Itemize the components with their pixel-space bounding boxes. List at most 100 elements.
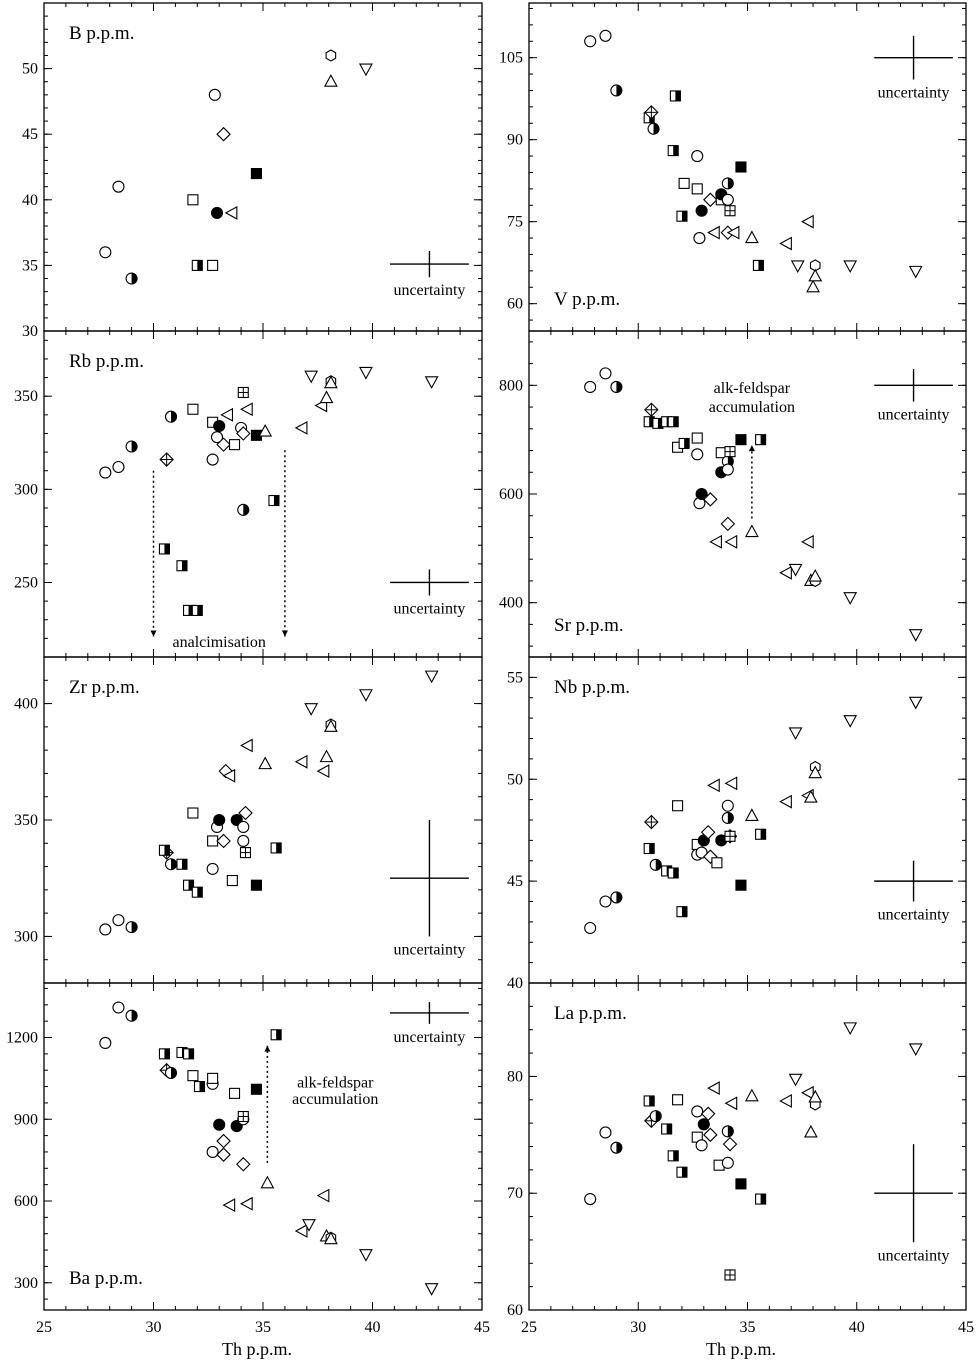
data-point-triangleup (744, 1088, 759, 1102)
data-point-circle (99, 923, 112, 936)
data-point-diamond (216, 437, 231, 452)
data-point-circle (206, 862, 219, 875)
y-tick-label: 50 (22, 61, 38, 78)
data-point-triangledown (788, 563, 803, 577)
panel-zr: 300 350 400 Zr p.p.m. uncertainty (14, 656, 483, 984)
arrow-head (150, 630, 157, 637)
data-point-triangleup (323, 375, 338, 389)
data-point-triangleleft (294, 420, 308, 435)
panel-label: Sr p.p.m. (554, 615, 624, 636)
data-point-diamond (703, 1127, 718, 1143)
data-point-diamond (700, 824, 716, 840)
data-point-triangledown (359, 689, 373, 702)
data-point-triangleup (803, 1124, 818, 1138)
data-point-circle (695, 1139, 708, 1152)
data-point-circle (112, 180, 125, 193)
data-point-triangleup (806, 279, 820, 293)
data-point-triangleleft (224, 205, 238, 220)
data-point-square (187, 194, 199, 206)
data-point-halfsquare (158, 1048, 170, 1060)
uncertainty-label: uncertainty (878, 407, 950, 424)
x-tick-label: 25 (521, 1319, 537, 1336)
annotation-text: alk-feldspar (714, 380, 791, 397)
data-point-diamondcross (644, 105, 659, 120)
data-point-triangledown (790, 260, 805, 274)
data-point-halfcircle (125, 440, 138, 453)
data-point-circle (210, 431, 224, 444)
data-point-halfsquare (667, 867, 679, 879)
left-column: 30 35 40 45 50 B p.p.m. uncertainty 250 300 350 R… (6, 2, 490, 1336)
data-point-triangleup (808, 765, 823, 779)
data-point-triangleleft (222, 768, 236, 783)
data-point-triangleup (323, 74, 338, 87)
data-point-triangleup (319, 749, 334, 763)
data-point-halfcircle (125, 272, 138, 285)
data-point-halfsquare (158, 543, 170, 555)
data-point-halfsquare (191, 886, 203, 898)
data-point-halfsquare (182, 1048, 195, 1060)
data-point-halfcircle (164, 858, 178, 871)
panel-label: V p.p.m. (554, 289, 620, 310)
data-point-squarecross (724, 1269, 736, 1281)
y-tick-label: 35 (22, 257, 38, 274)
data-point-halfcircle (649, 1110, 662, 1123)
data-point-halfsquare (191, 259, 203, 271)
data-point-halfsquare (643, 1095, 655, 1107)
data-point-triangledown (843, 715, 858, 728)
data-point-halfcircle (610, 380, 623, 394)
data-point-diamond (238, 805, 253, 821)
data-point-square (187, 403, 199, 415)
data-point-triangledown (908, 265, 923, 279)
data-point-filledcircle (697, 1118, 710, 1131)
data-point-halfcircle (125, 921, 138, 934)
data-point-halfsquare (752, 259, 764, 271)
data-point-circle (599, 29, 612, 42)
panel-nb: 40 45 50 55 Nb p.p.m. uncertainty (507, 656, 967, 992)
data-point-circle (584, 921, 597, 935)
data-point-triangleup (744, 808, 759, 821)
data-point-diamond (216, 126, 231, 142)
data-point-circle (99, 246, 112, 259)
data-point-square (226, 874, 238, 887)
data-point-halfcircle (647, 122, 660, 135)
data-point-circle (237, 834, 250, 848)
data-point-diamondcross (644, 402, 659, 418)
annotation-text: alk-feldspar (297, 1074, 374, 1091)
y-tick-label: 250 (14, 574, 38, 591)
y-tick-label: 1200 (6, 1030, 38, 1047)
y-tick-label: 75 (507, 214, 523, 231)
data-point-circle (584, 35, 597, 48)
y-tick-label: 45 (507, 873, 523, 890)
panel-rb: 250 300 350 Rb p.p.m. uncertainty analcimisat… (14, 330, 483, 658)
data-point-square (187, 807, 199, 819)
data-point-hexagon (325, 49, 337, 62)
data-point-triangleleft (801, 1085, 814, 1100)
y-tick-label: 40 (507, 975, 523, 992)
data-point-square (691, 432, 703, 444)
data-point-diamond (703, 492, 718, 507)
data-point-halfsquare (667, 1150, 679, 1162)
data-point-halfsquare (667, 416, 679, 428)
panel-frame (528, 2, 967, 332)
data-point-diamond (722, 1136, 738, 1152)
data-point-halfcircle (237, 503, 250, 516)
arrow-head (748, 445, 755, 452)
data-point-halfsquare (270, 1029, 282, 1041)
data-point-halfsquare (669, 90, 681, 102)
data-point-triangleup (323, 719, 338, 732)
panel-label: Ba p.p.m. (69, 1268, 143, 1289)
panel-frame (43, 656, 483, 984)
data-point-circle (721, 193, 734, 206)
data-point-triangledown (359, 63, 373, 77)
data-point-triangleup (808, 1089, 823, 1103)
data-point-circle (721, 1156, 734, 1169)
data-point-square (207, 835, 219, 847)
data-point-halfsquare (176, 560, 188, 572)
data-point-triangledown (359, 1249, 373, 1262)
x-tick-label: 45 (958, 1319, 974, 1336)
data-point-diamond (236, 426, 251, 441)
data-point-triangleup (319, 390, 334, 404)
data-point-filledcircle (695, 487, 708, 501)
panel-label: Nb p.p.m. (554, 677, 630, 698)
data-point-triangleleft (240, 1196, 253, 1211)
